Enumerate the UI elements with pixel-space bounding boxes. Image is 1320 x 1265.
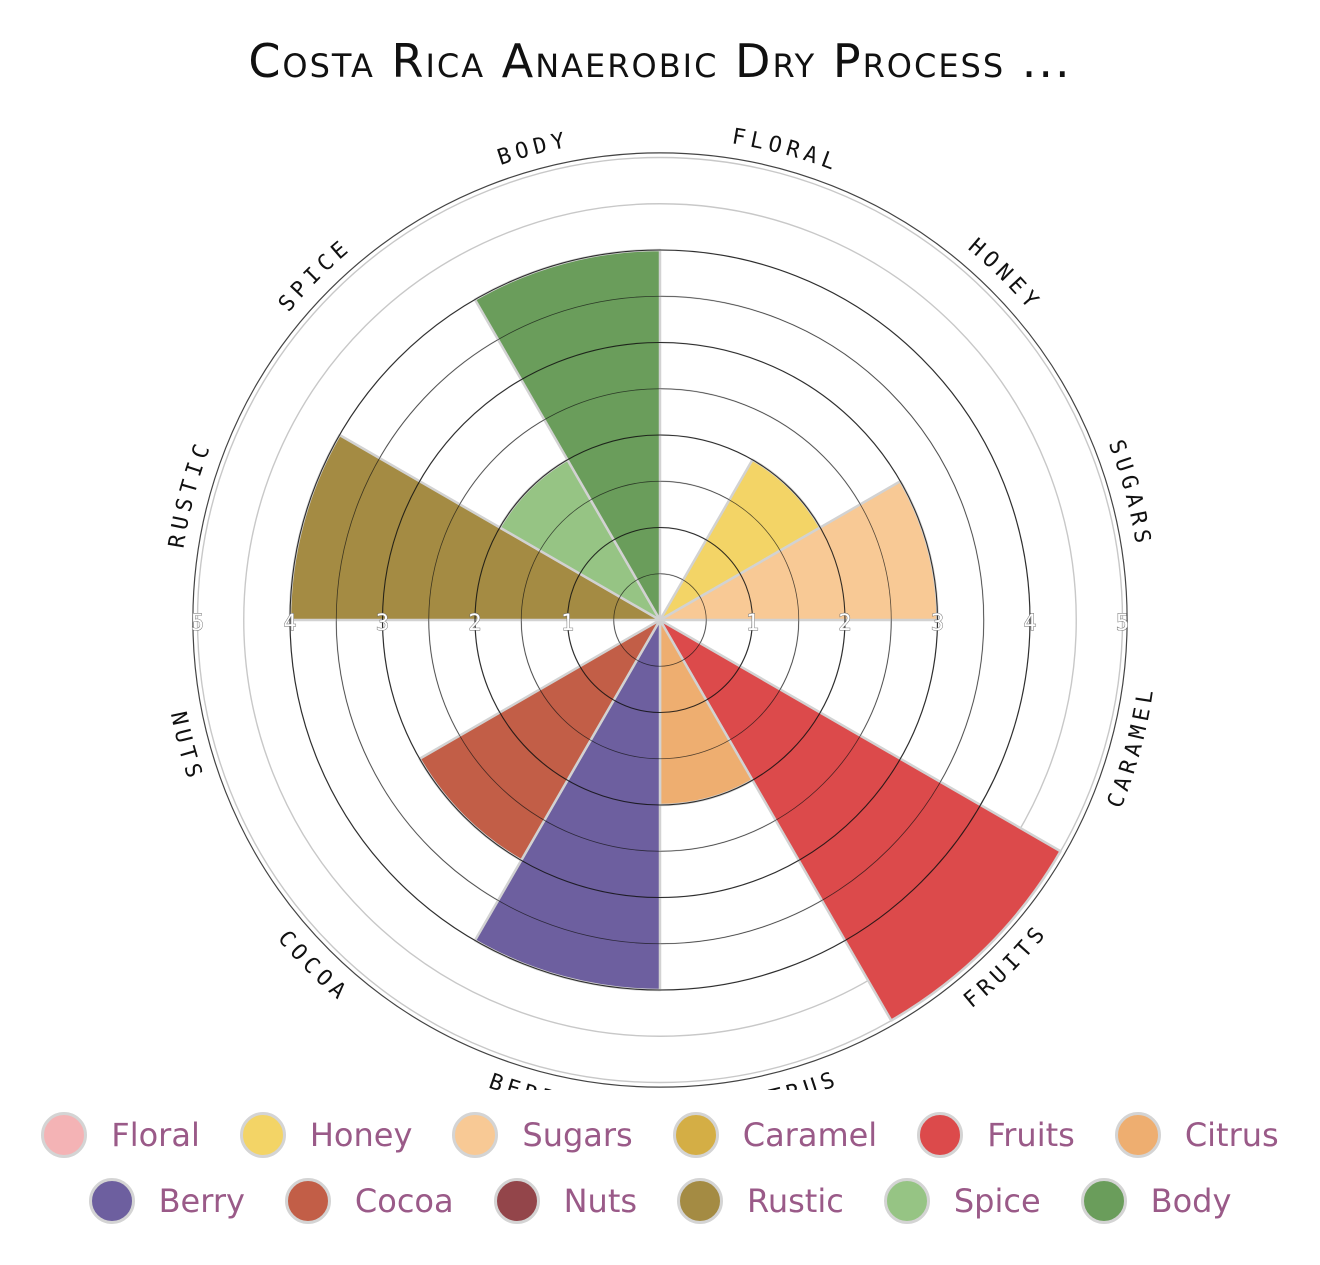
legend-swatch (88, 1178, 135, 1224)
grid-ring (196, 156, 1124, 1084)
tick-label: 3 (376, 611, 389, 636)
legend-item-cocoa: Cocoa (284, 1178, 454, 1224)
inner-ring (428, 388, 892, 852)
grid-ring (243, 203, 1077, 1037)
tick-label: 2 (838, 611, 851, 636)
inner-ring (566, 526, 754, 714)
wedges (288, 248, 1062, 1022)
legend-item-rustic: Rustic (677, 1178, 844, 1224)
wedge-fruits (658, 618, 1062, 1022)
tick-label: 3 (931, 611, 944, 636)
legend-item-spice: Spice (883, 1178, 1041, 1224)
legend-swatch (677, 1178, 724, 1224)
legend-swatch (284, 1178, 331, 1224)
tick-label: 4 (283, 611, 296, 636)
legend-swatch (452, 1112, 499, 1158)
legend-label: Floral (111, 1116, 200, 1154)
legend-label: Fruits (987, 1116, 1075, 1154)
legend-swatch (41, 1112, 88, 1158)
legend-row-2: Berry Cocoa Nuts Rustic Spice Body (0, 1178, 1320, 1224)
tick-label: 1 (561, 611, 574, 636)
inner-rings (289, 249, 1031, 991)
tick-labels: 1 1 2 2 3 3 4 4 5 5 (190, 611, 1129, 637)
inner-ring (289, 249, 1031, 991)
tick-label: 5 (1116, 611, 1129, 636)
inner-ring (474, 434, 846, 806)
legend-label: Cocoa (354, 1182, 454, 1220)
legend-label: Nuts (563, 1182, 638, 1220)
legend-label: Berry (158, 1182, 245, 1220)
legend-swatch (672, 1112, 719, 1158)
legend-swatch (1080, 1178, 1127, 1224)
category-label-body: BODY (494, 128, 572, 171)
category-label-rustic: RUSTIC (164, 437, 217, 550)
legend-label: Spice (953, 1182, 1041, 1220)
legend-item-citrus: Citrus (1114, 1112, 1279, 1158)
category-label-sugars: SUGARS (1103, 437, 1156, 550)
legend-swatch (493, 1178, 540, 1224)
legend-item-body: Body (1080, 1178, 1232, 1224)
legend-item-caramel: Caramel (672, 1112, 878, 1158)
legend-row-1: Floral Honey Sugars Caramel Fruits Citrus (0, 1112, 1320, 1158)
category-label-nuts: NUTS (165, 709, 208, 785)
legend-item-fruits: Fruits (917, 1112, 1075, 1158)
legend-label: Sugars (522, 1116, 633, 1154)
legend-label: Rustic (747, 1182, 844, 1220)
tick-label: 5 (191, 611, 204, 636)
legend-item-floral: Floral (41, 1112, 200, 1158)
legend-item-berry: Berry (88, 1178, 245, 1224)
legend-swatch (239, 1112, 286, 1158)
tick-label: 1 (746, 611, 759, 636)
inner-ring (520, 480, 800, 760)
outer-frame-ring (192, 152, 1128, 1088)
legend-item-honey: Honey (239, 1112, 413, 1158)
legend-label: Citrus (1184, 1116, 1279, 1154)
polar-area-chart: 11 22 33 44 55 FLORALHONEYSUGARSCARAMELFRUIT… (164, 124, 1160, 1090)
legend-swatch (1114, 1112, 1161, 1158)
category-label-cocoa: COCOA (273, 926, 354, 1007)
inner-ring (613, 573, 707, 667)
chart-title: Costa Rica Anaerobic Dry Process ... (248, 34, 1072, 88)
legend-item-sugars: Sugars (452, 1112, 633, 1158)
category-label-floral: FLORAL (730, 124, 843, 177)
category-label-caramel: CARAMEL (1103, 683, 1160, 811)
inner-ring (381, 341, 939, 899)
inner-ring (335, 295, 985, 945)
tick-label: 4 (1023, 611, 1036, 636)
legend-label: Caramel (742, 1116, 878, 1154)
legend-label: Body (1150, 1182, 1232, 1220)
legend-label: Honey (309, 1116, 413, 1154)
legend-swatch (917, 1112, 964, 1158)
tick-label: 2 (468, 611, 481, 636)
legend-swatch (883, 1178, 930, 1224)
legend-item-nuts: Nuts (493, 1178, 638, 1224)
